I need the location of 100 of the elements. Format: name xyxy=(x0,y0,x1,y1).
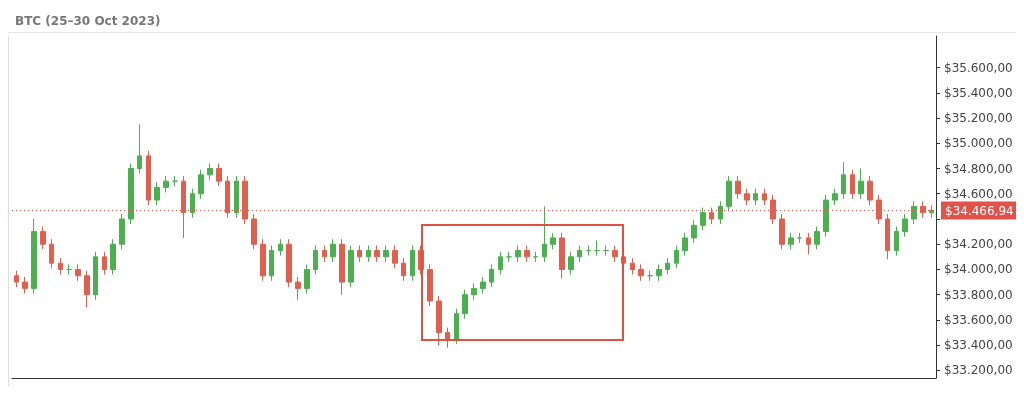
candlestick xyxy=(110,238,116,276)
y-tick-label: $34.600,00 xyxy=(944,186,1013,201)
candlestick xyxy=(348,244,354,288)
candlestick xyxy=(524,244,530,263)
candlestick xyxy=(278,238,283,257)
candlestick xyxy=(656,263,662,282)
candlestick xyxy=(366,244,371,263)
candlestick xyxy=(75,263,81,282)
candlestick xyxy=(445,327,450,349)
y-tick-label: $33.800,00 xyxy=(944,287,1013,302)
candlestick xyxy=(198,169,204,200)
candlestick xyxy=(762,188,767,206)
candlestick xyxy=(163,175,169,193)
candlestick xyxy=(66,263,72,276)
candlestick xyxy=(550,232,556,250)
candlestick xyxy=(638,263,644,282)
candlestick xyxy=(31,218,37,294)
candlestick xyxy=(603,244,609,257)
candlestick xyxy=(190,188,195,219)
candlestick xyxy=(867,175,873,206)
y-tick-label: $35.200,00 xyxy=(944,111,1013,126)
candlestick xyxy=(691,219,697,244)
candlestick xyxy=(480,276,486,294)
candlestick xyxy=(207,162,213,181)
candlestick xyxy=(40,226,46,250)
candlestick xyxy=(533,251,538,263)
candlestick xyxy=(559,232,565,279)
candlestick xyxy=(850,169,855,200)
candlestick xyxy=(832,188,838,206)
candlestick xyxy=(647,270,653,282)
candlestick xyxy=(779,213,785,250)
candlestick xyxy=(295,276,301,301)
candlestick xyxy=(172,175,178,187)
candlestick xyxy=(216,162,222,187)
y-tick-label: $33.200,00 xyxy=(944,363,1013,378)
candlestick xyxy=(454,308,459,345)
candlestick xyxy=(427,263,433,307)
candlestick xyxy=(902,213,908,238)
candlestick xyxy=(14,270,19,288)
candlestick xyxy=(137,123,142,175)
candlestick xyxy=(234,175,239,219)
candlestick xyxy=(630,257,635,276)
candlestick xyxy=(330,238,336,263)
candlestick xyxy=(154,181,160,206)
candlestick xyxy=(269,244,274,282)
candlestick xyxy=(498,251,503,276)
candlestick xyxy=(515,244,521,263)
candlestick xyxy=(471,282,477,301)
candlestick xyxy=(735,175,741,200)
candlestick xyxy=(885,213,890,260)
candlestick xyxy=(542,205,547,263)
candlestick xyxy=(674,244,679,269)
candlestick xyxy=(242,175,248,225)
y-tick-label: $35.400,00 xyxy=(944,85,1013,100)
candlestick xyxy=(286,238,292,288)
y-tick-label: $35.000,00 xyxy=(944,136,1013,151)
candlestick xyxy=(506,251,512,263)
candlestick xyxy=(93,251,98,301)
candlestick xyxy=(594,239,600,257)
candlestick xyxy=(577,244,582,263)
candlestick xyxy=(841,161,846,200)
candlestick xyxy=(146,150,151,206)
candlestick xyxy=(788,232,794,250)
candlestick xyxy=(374,244,380,263)
candlestick xyxy=(462,289,468,320)
candlestick xyxy=(392,244,398,269)
candlestick xyxy=(260,238,266,282)
candlestick xyxy=(770,194,776,225)
candlestick xyxy=(929,204,934,219)
chart-title: BTC (25–30 Oct 2023) xyxy=(15,14,161,28)
candlestick xyxy=(401,257,406,282)
candlestick xyxy=(709,207,714,225)
y-tick-label: $35.600,00 xyxy=(944,60,1013,75)
candlestick xyxy=(489,263,494,288)
candlestick xyxy=(102,251,107,276)
candlestick xyxy=(49,238,54,269)
y-tick-label: $34.800,00 xyxy=(944,161,1013,176)
candlestick xyxy=(22,276,28,294)
candlestick xyxy=(753,188,758,206)
candlestick xyxy=(322,244,327,263)
candlestick xyxy=(823,194,829,238)
candlestick xyxy=(911,200,917,225)
candlestick xyxy=(726,175,732,212)
candlestick xyxy=(225,175,230,219)
candlestick xyxy=(700,207,706,231)
candlestick xyxy=(876,194,882,225)
y-tick-label: $34.200,00 xyxy=(944,237,1013,252)
candlestick xyxy=(119,213,125,250)
y-tick-label: $34.000,00 xyxy=(944,262,1013,277)
candlestick xyxy=(894,226,899,257)
ref-line-label: $34.466,94 xyxy=(945,203,1014,218)
candlestick xyxy=(797,232,802,244)
candlestick xyxy=(744,188,750,206)
candlestick xyxy=(383,244,389,263)
candlestick xyxy=(858,168,864,200)
candlestick xyxy=(920,200,926,219)
candlestick xyxy=(313,244,318,276)
candlestick xyxy=(339,238,345,296)
candlestick xyxy=(568,251,574,276)
candlestick xyxy=(586,244,591,257)
